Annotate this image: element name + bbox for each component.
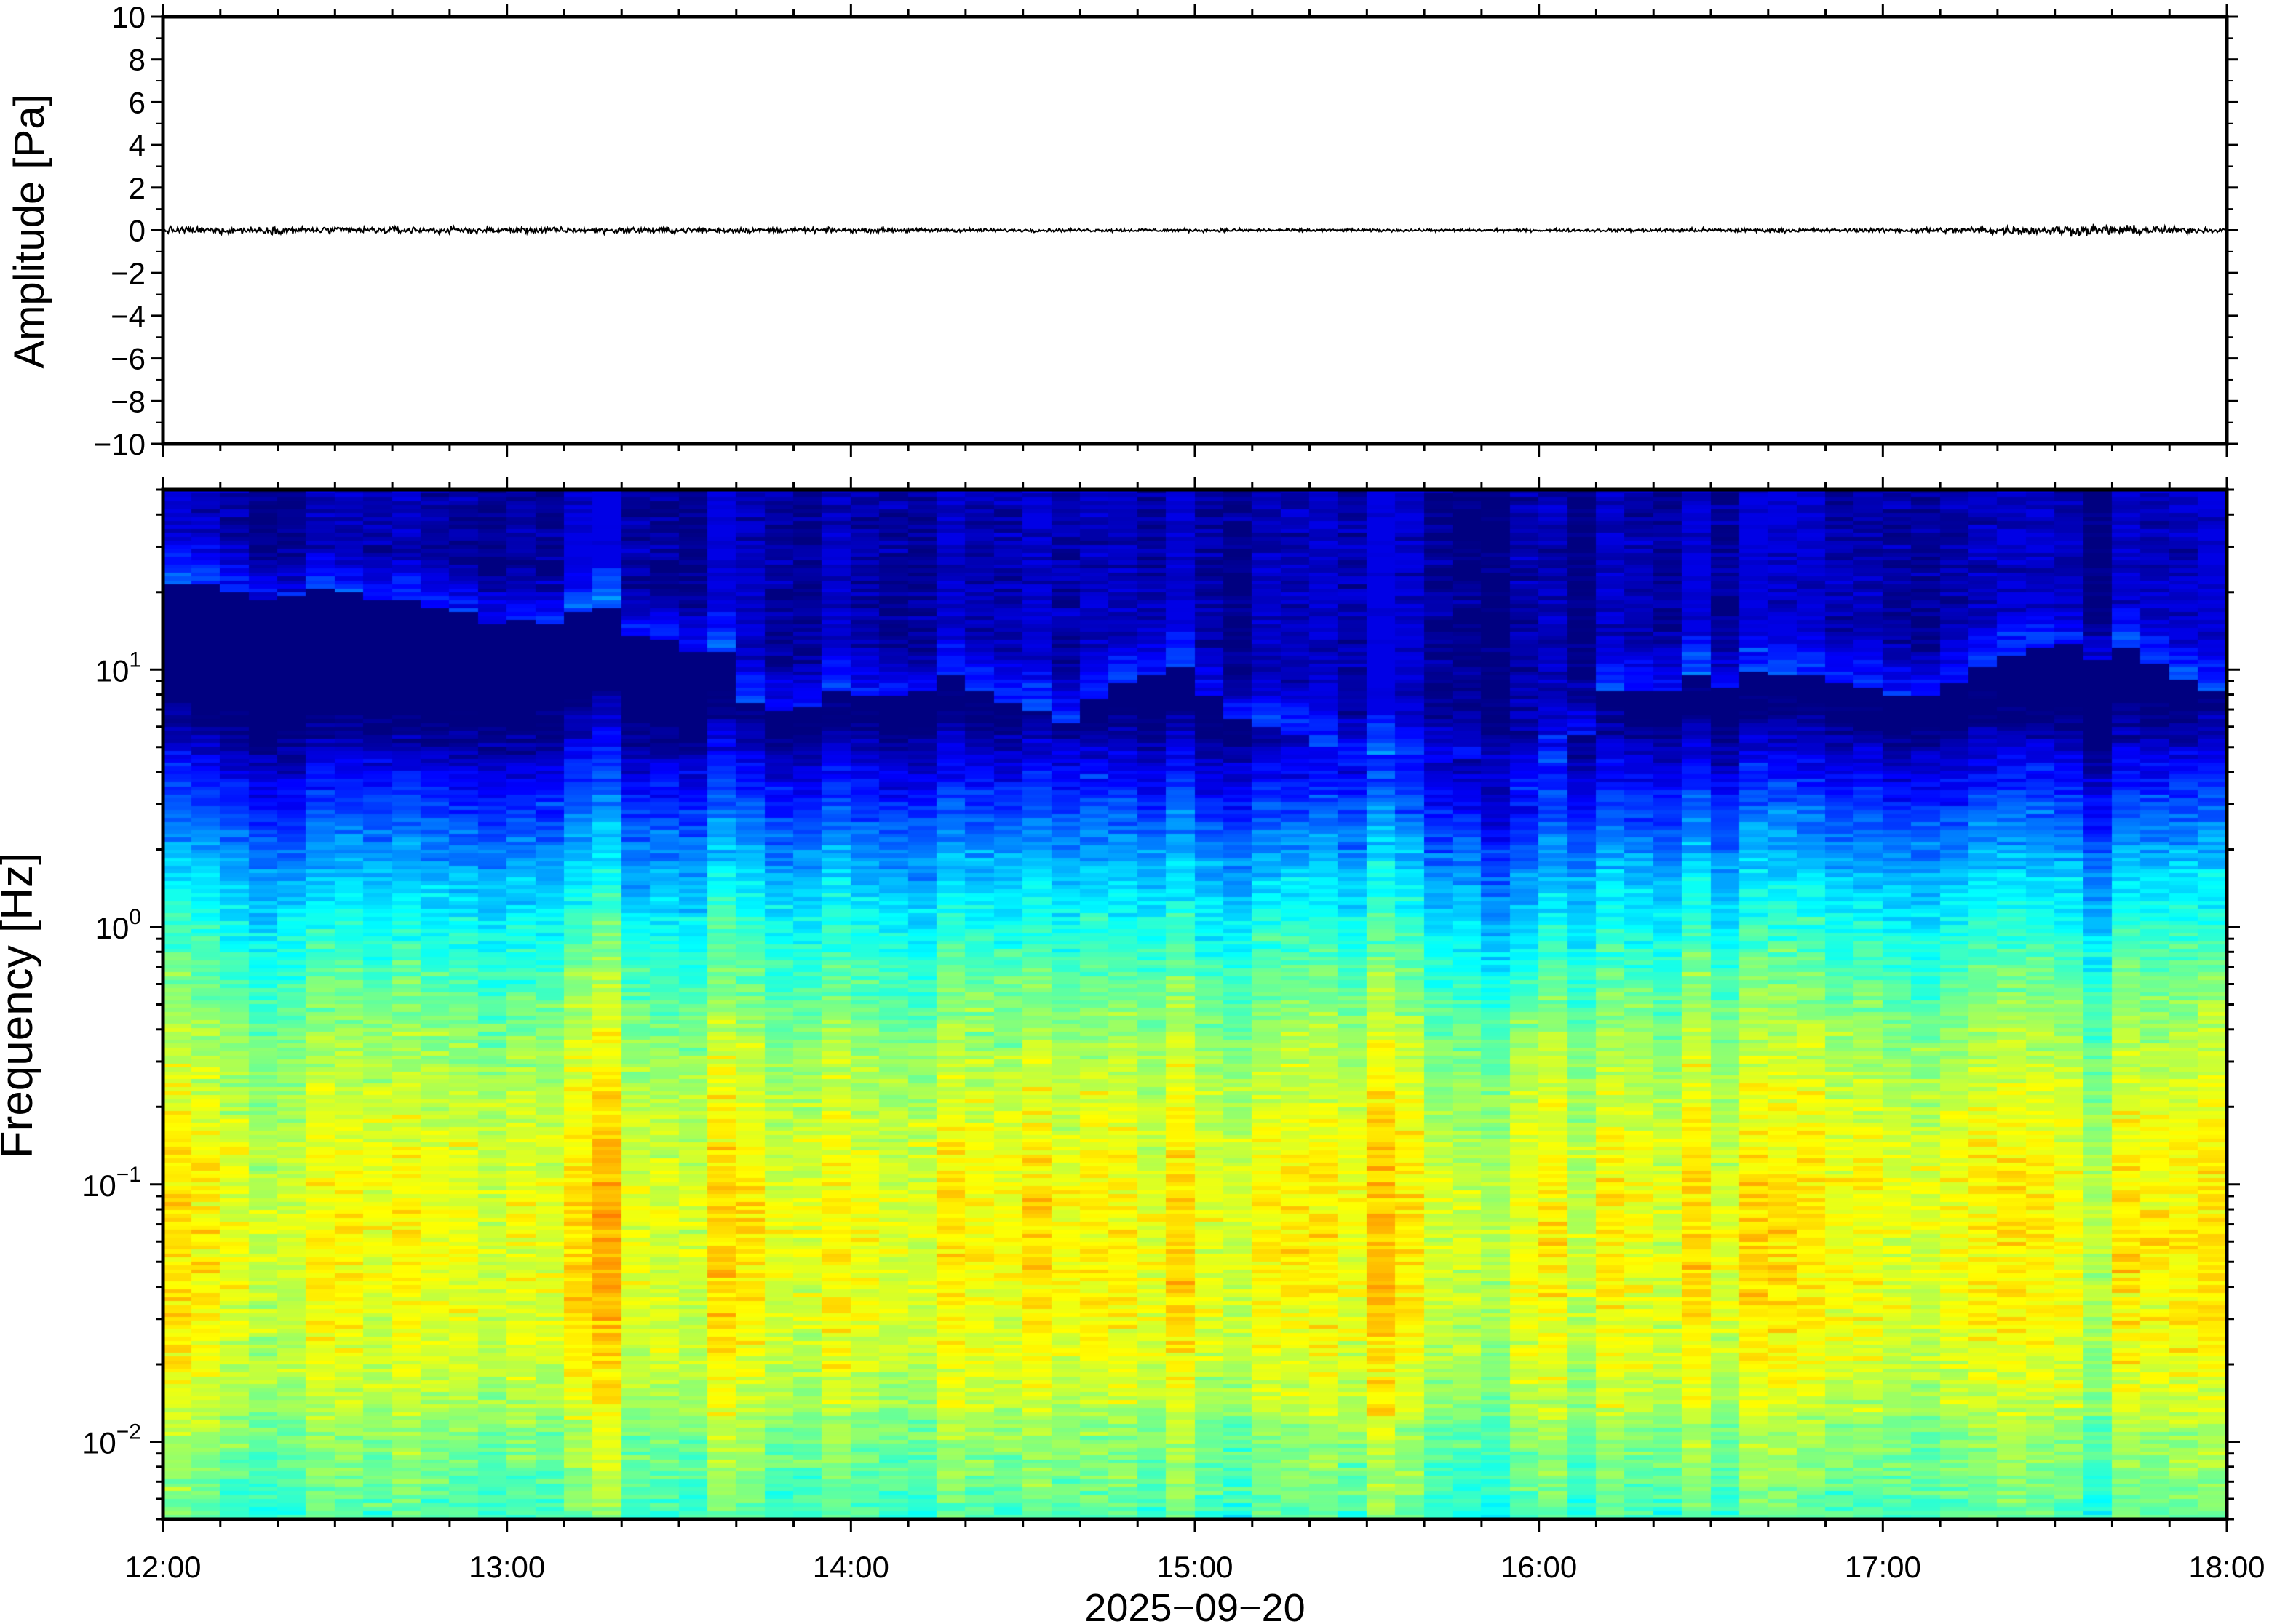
spectrogram-panel: 101 100 10−1 10−2 12:00 13:00 14:00 15:00 16:00 1… bbox=[82, 477, 2265, 1584]
x-tick-label: 12:00 bbox=[124, 1550, 201, 1584]
x-tick-label: 13:00 bbox=[469, 1550, 545, 1584]
x-tick-label: 18:00 bbox=[2188, 1550, 2265, 1584]
spectrogram-image bbox=[163, 490, 2227, 1519]
waveform-y-tick-label: 0 bbox=[129, 214, 146, 248]
waveform-y-tick-label: −8 bbox=[111, 384, 146, 418]
waveform-y-tick-label: −10 bbox=[94, 427, 146, 461]
spectrogram-y-tick-label: 10−2 bbox=[82, 1420, 141, 1460]
spectrogram-y-tick-label: 100 bbox=[95, 905, 141, 945]
x-tick-label: 16:00 bbox=[1501, 1550, 1577, 1584]
waveform-y-axis-title: Amplitude [Pa] bbox=[6, 94, 53, 368]
waveform-y-tick-label: 6 bbox=[129, 85, 146, 119]
spectrogram-frame bbox=[161, 487, 2229, 1521]
x-tick-label: 17:00 bbox=[1845, 1550, 1921, 1584]
x-tick-label: 14:00 bbox=[813, 1550, 889, 1584]
waveform-trace bbox=[163, 223, 2227, 238]
spectrogram-y-tick-label: 10−1 bbox=[82, 1163, 141, 1203]
waveform-y-tick-label: −6 bbox=[111, 342, 146, 376]
spectrogram-y-axis-title: Frequency [Hz] bbox=[0, 853, 42, 1158]
waveform-y-tick-label: 2 bbox=[129, 171, 146, 205]
waveform-panel: 10 8 6 4 2 0 −2 −4 −6 −8 −10 bbox=[94, 0, 2238, 461]
spectrogram-y-tick-label: 101 bbox=[95, 648, 141, 688]
waveform-y-tick-label: 4 bbox=[129, 128, 146, 162]
x-tick-label: 15:00 bbox=[1156, 1550, 1233, 1584]
waveform-y-tick-label: 8 bbox=[129, 43, 146, 77]
x-axis-date-label: 2025−09−20 bbox=[1084, 1586, 1305, 1624]
waveform-y-tick-label: 10 bbox=[111, 0, 146, 34]
waveform-frame bbox=[161, 15, 2229, 446]
waveform-y-tick-label: −2 bbox=[111, 256, 146, 290]
waveform-y-tick-label: −4 bbox=[111, 299, 146, 333]
